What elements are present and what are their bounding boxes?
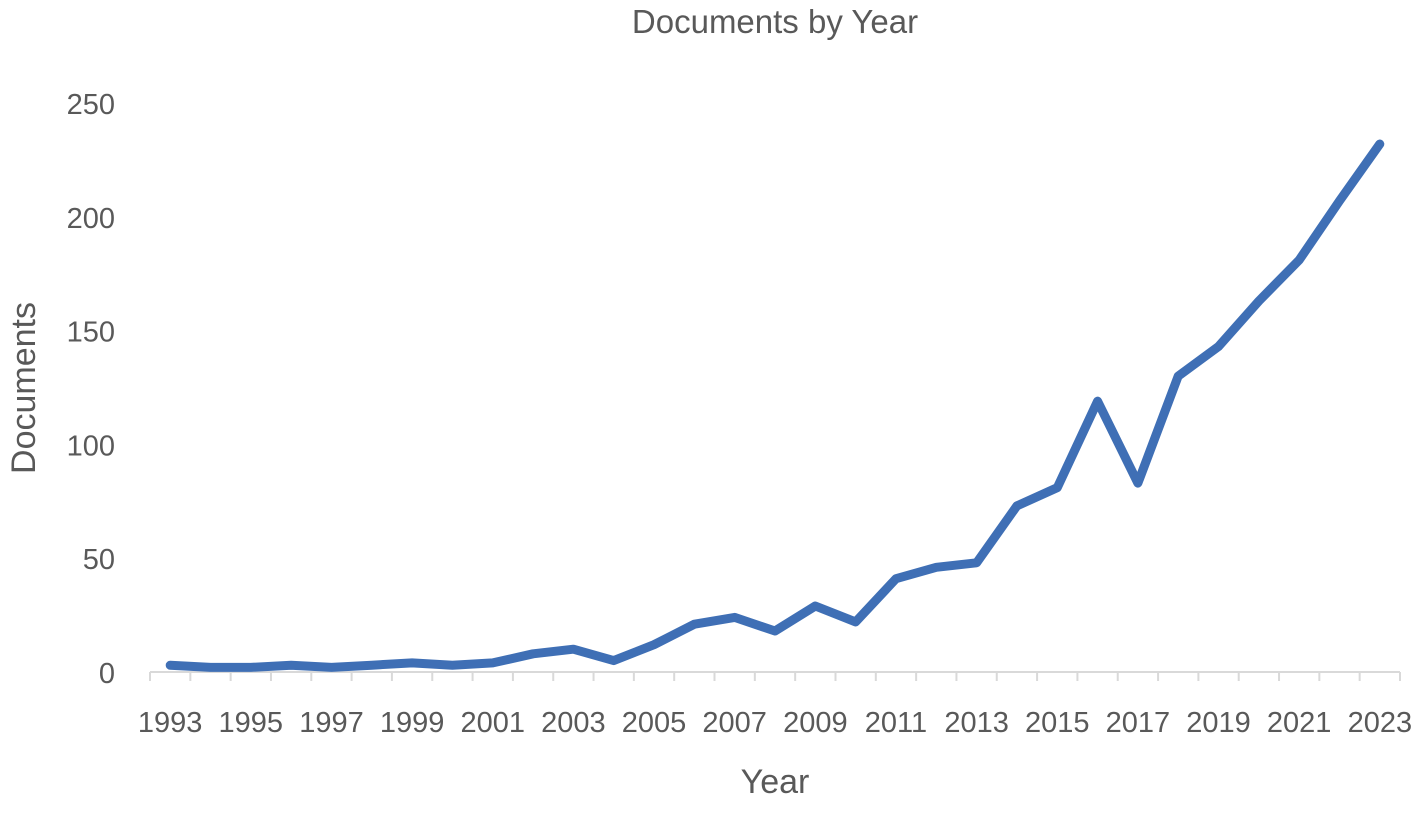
x-tick-label: 2007	[702, 707, 767, 739]
x-tick-label: 2009	[783, 707, 848, 739]
x-tick-label: 2005	[622, 707, 687, 739]
x-tick-label: 2015	[1025, 707, 1090, 739]
x-tick-label: 2001	[460, 707, 525, 739]
x-tick-label: 1993	[138, 707, 203, 739]
chart-title: Documents by Year	[632, 3, 918, 40]
y-tick-label: 150	[67, 317, 115, 349]
series-group	[165, 139, 1385, 672]
x-tick-label: 2013	[944, 707, 1009, 739]
x-tick-label: 2023	[1348, 707, 1413, 739]
y-tick-label: 200	[67, 203, 115, 235]
y-tick-label: 50	[83, 544, 115, 576]
x-tick-label: 1995	[219, 707, 284, 739]
x-tick-label: 1997	[299, 707, 364, 739]
y-tick-label: 100	[67, 430, 115, 462]
x-tick-label: 2021	[1267, 707, 1332, 739]
y-tick-label: 0	[99, 658, 115, 690]
x-axis: 1993 1995 1997 1999 2001 2003 2005 2007 2009 2011…	[138, 671, 1413, 739]
x-tick-label: 1999	[380, 707, 445, 739]
x-tick-label: 2017	[1106, 707, 1171, 739]
x-tick-label: 2011	[865, 707, 927, 739]
x-tick-label: 2003	[541, 707, 606, 739]
x-tick-label: 2019	[1186, 707, 1251, 739]
x-axis-title: Year	[741, 763, 810, 801]
y-tick-label: 250	[67, 89, 115, 121]
series-line	[165, 139, 1385, 672]
y-axis-title: Documents	[5, 302, 43, 474]
y-axis: 0 50 100 150 200 250	[67, 89, 115, 690]
